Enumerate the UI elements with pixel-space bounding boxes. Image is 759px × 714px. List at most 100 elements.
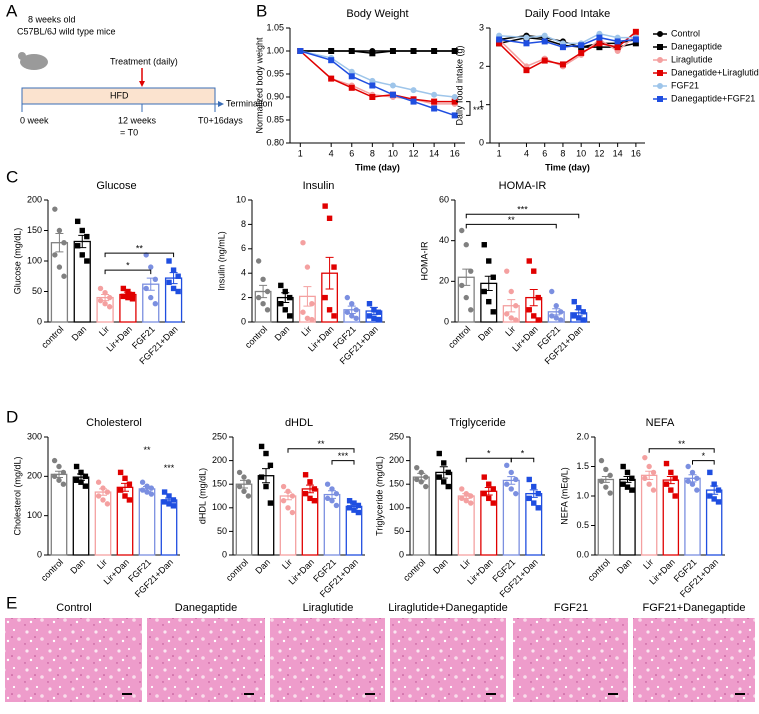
series-line <box>299 50 455 103</box>
y-tick-label: 1.0 <box>576 490 589 500</box>
y-tick-label: 0 <box>479 137 484 147</box>
marker <box>278 282 284 289</box>
diagram-text: HFD <box>110 90 129 100</box>
x-tick-label: Lir+Dan <box>465 557 495 587</box>
marker <box>624 469 631 476</box>
marker <box>51 457 58 464</box>
marker <box>286 294 293 301</box>
marker <box>620 481 626 487</box>
significance-label: *** <box>164 463 175 473</box>
significance-bracket <box>287 448 355 453</box>
x-tick-label: 1 <box>298 148 303 158</box>
marker <box>302 472 309 478</box>
marker <box>504 462 510 469</box>
marker <box>490 486 496 492</box>
marker <box>614 38 621 45</box>
y-tick-label: 0 <box>222 549 227 559</box>
marker <box>523 40 530 47</box>
marker <box>468 500 474 506</box>
series-line <box>499 34 637 48</box>
marker <box>61 273 67 279</box>
panel-letter: D <box>6 407 18 426</box>
y-tick-label: 0.80 <box>266 137 284 147</box>
marker <box>513 303 519 309</box>
marker <box>481 490 487 497</box>
x-tick-label: Lir+Dan <box>104 324 134 354</box>
marker <box>580 317 586 323</box>
marker <box>328 48 335 54</box>
marker <box>632 36 639 43</box>
marker <box>79 227 85 234</box>
x-tick-label: 1 <box>497 148 502 158</box>
marker <box>481 474 487 480</box>
marker <box>371 307 377 313</box>
y-tick-label: 0.85 <box>266 114 284 124</box>
marker <box>423 474 429 480</box>
marker <box>348 73 355 80</box>
significance-bracket <box>692 460 715 465</box>
series-line <box>300 50 455 117</box>
chart-title: dHDL <box>285 417 313 429</box>
marker <box>104 501 111 507</box>
y-tick-label: 2 <box>479 61 484 71</box>
bar <box>279 495 297 556</box>
marker <box>531 500 537 506</box>
marker <box>263 483 269 490</box>
diagram-text: 12 weeks <box>118 115 157 125</box>
marker <box>52 206 58 212</box>
series-line <box>499 36 636 48</box>
marker <box>576 315 582 321</box>
marker <box>603 466 609 473</box>
y-axis-label: Triglyceride (mg/dL) <box>374 456 384 536</box>
y-tick-label: 0.90 <box>266 91 284 101</box>
marker <box>170 285 177 292</box>
x-tick-label: 4 <box>524 148 529 158</box>
marker <box>468 493 474 499</box>
marker <box>375 316 382 323</box>
marker <box>148 264 154 270</box>
marker <box>668 487 674 493</box>
marker <box>348 84 355 91</box>
marker <box>629 475 635 482</box>
marker <box>549 288 555 295</box>
marker <box>245 493 252 499</box>
y-tick-label: 200 <box>27 471 42 481</box>
marker <box>620 463 626 470</box>
marker <box>531 313 537 319</box>
marker <box>459 495 465 502</box>
significance-bracket <box>465 457 512 463</box>
x-tick-label: control <box>224 557 250 583</box>
histology-image <box>390 618 506 702</box>
marker <box>322 294 328 301</box>
panel-letter: B <box>256 1 267 20</box>
marker <box>459 486 465 492</box>
marker <box>78 469 84 476</box>
marker <box>553 303 559 309</box>
marker <box>463 498 469 504</box>
marker <box>715 487 722 493</box>
legend-label: Control <box>671 28 700 38</box>
y-tick-label: 100 <box>212 502 227 512</box>
mouse-icon <box>20 54 48 70</box>
marker <box>166 501 172 507</box>
marker <box>603 484 609 490</box>
marker <box>311 486 318 492</box>
marker <box>324 481 331 487</box>
x-tick-label: 8 <box>370 148 375 158</box>
y-tick-label: 100 <box>27 255 42 265</box>
marker <box>689 469 696 476</box>
series-line <box>499 32 636 45</box>
marker <box>707 493 713 499</box>
marker <box>56 463 62 470</box>
significance-label: ** <box>317 439 325 449</box>
image-label: Liraglutide+Danegaptide <box>388 602 508 614</box>
marker <box>596 40 603 47</box>
marker <box>463 294 469 301</box>
y-tick-label: 250 <box>212 431 227 441</box>
marker <box>353 307 359 313</box>
significance-label: * <box>487 449 491 459</box>
chart-title: NEFA <box>646 417 675 429</box>
marker <box>369 94 376 100</box>
marker <box>307 479 313 485</box>
marker <box>152 301 159 307</box>
